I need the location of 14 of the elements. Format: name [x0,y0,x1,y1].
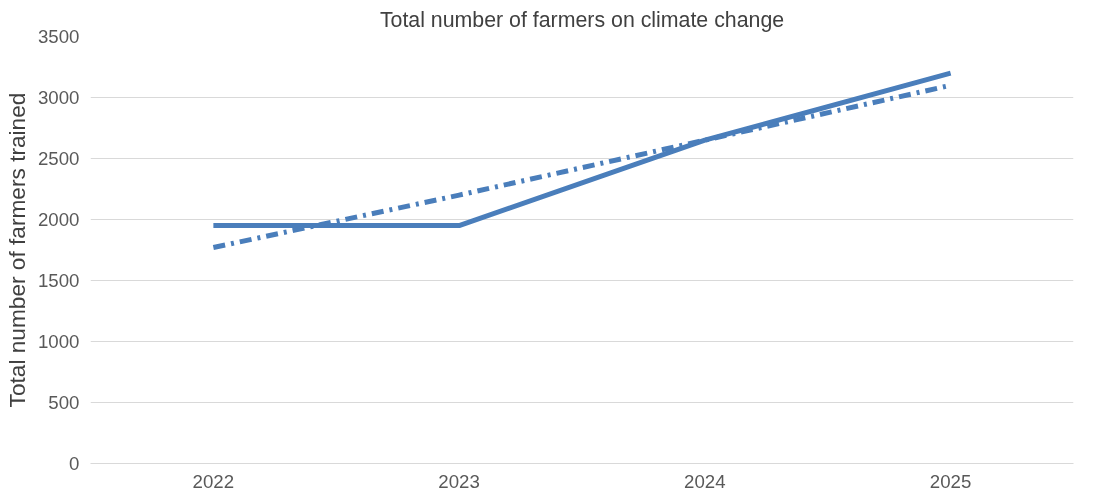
y-tick-label: 2500 [38,148,80,169]
y-tick-label: 500 [48,392,80,413]
y-tick-label: 3500 [38,26,80,47]
x-tick-label: 2025 [929,470,972,492]
y-tick-label: 2000 [38,209,80,230]
y-tick-label: 1500 [38,270,80,291]
x-tick-label: 2024 [684,470,726,492]
y-tick-label: 1000 [38,331,80,352]
chart-title: Total number of farmers on climate change [379,7,785,32]
x-tick-label: 2023 [438,470,480,492]
y-axis-title: Total number of farmers trained [4,92,30,408]
y-tick-label: 0 [69,453,80,474]
y-tick-label: 3000 [38,87,80,108]
x-tick-label: 2022 [192,470,235,492]
